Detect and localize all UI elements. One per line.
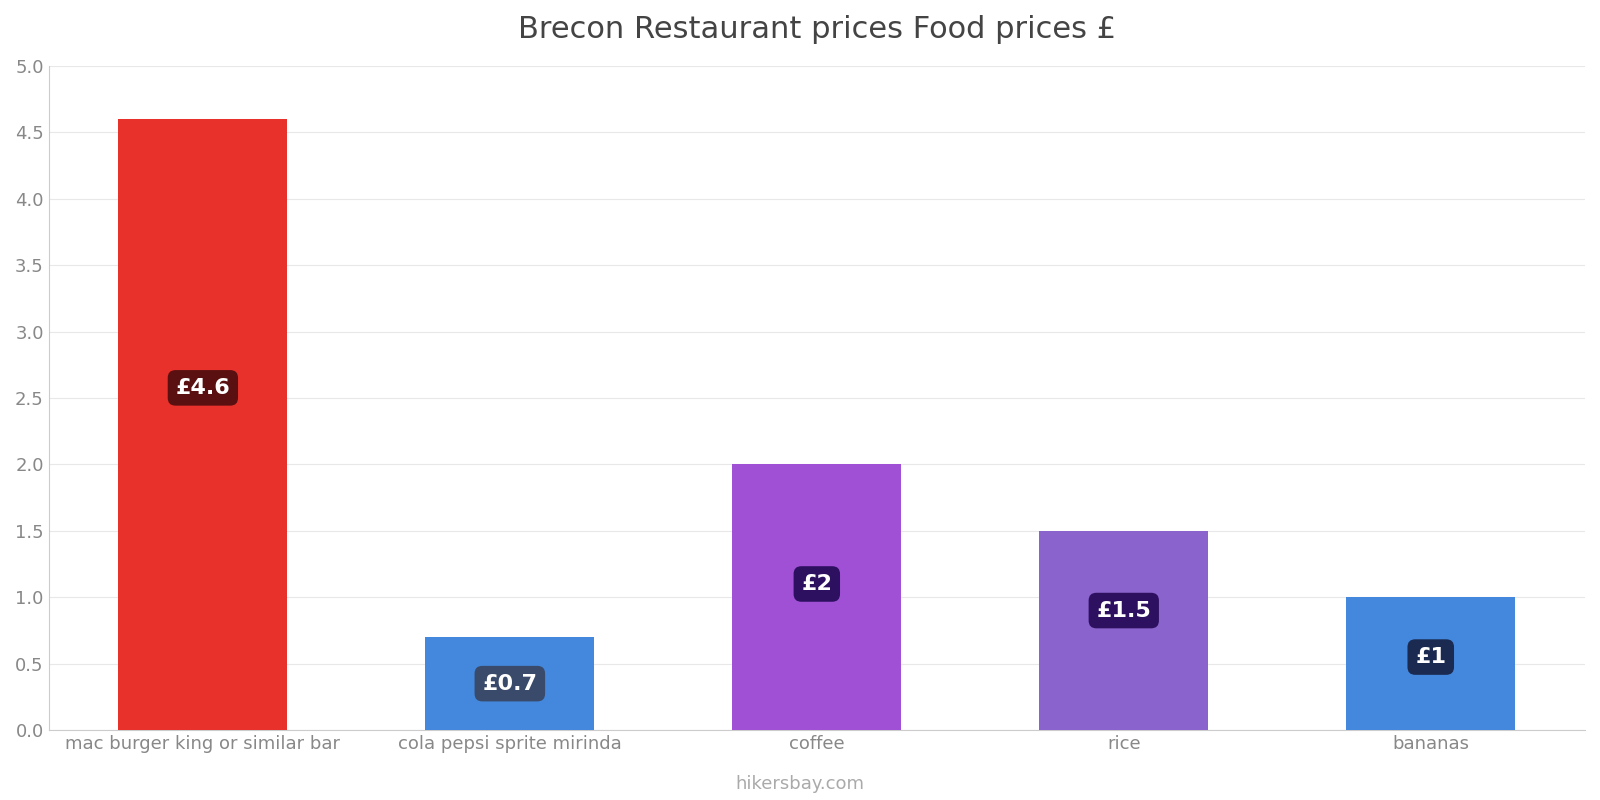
Text: £4.6: £4.6 — [176, 378, 230, 398]
Text: £1.5: £1.5 — [1096, 601, 1150, 621]
Text: £1: £1 — [1416, 647, 1446, 667]
Bar — [426, 637, 594, 730]
Bar — [118, 119, 288, 730]
Bar — [1040, 531, 1208, 730]
Bar — [1346, 598, 1515, 730]
Bar — [733, 464, 901, 730]
Title: Brecon Restaurant prices Food prices £: Brecon Restaurant prices Food prices £ — [518, 15, 1115, 44]
Text: £2: £2 — [802, 574, 832, 594]
Text: hikersbay.com: hikersbay.com — [736, 775, 864, 793]
Text: £0.7: £0.7 — [482, 674, 538, 694]
